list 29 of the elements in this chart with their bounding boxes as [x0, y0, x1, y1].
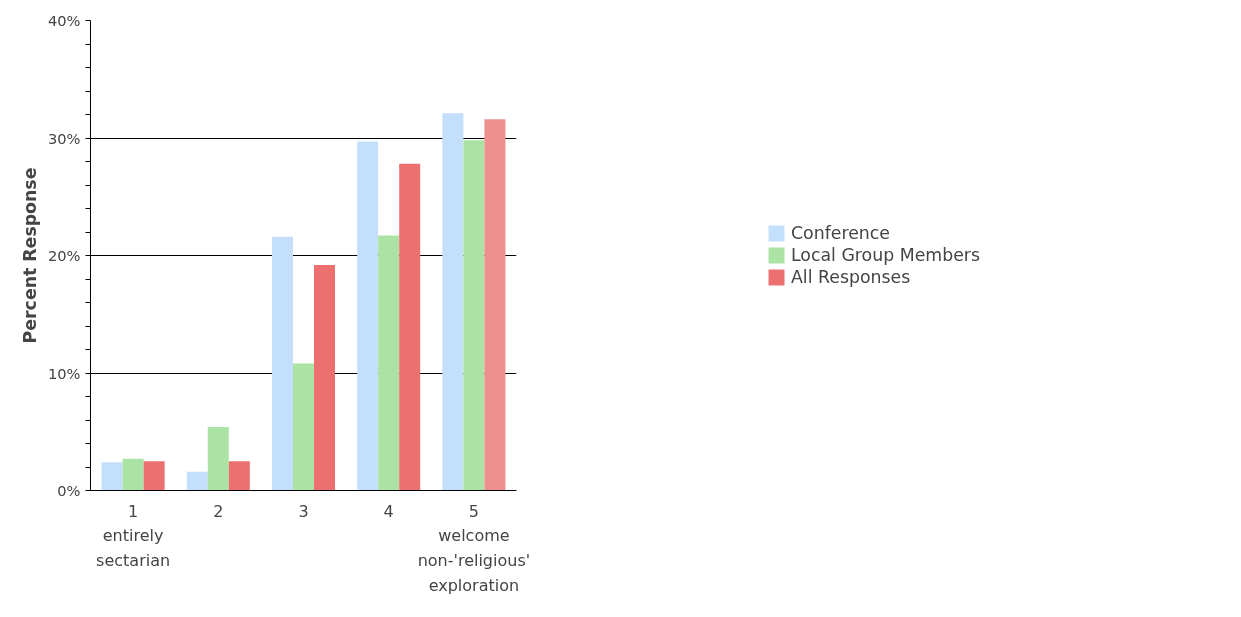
- bar: [228, 461, 250, 491]
- bar: [378, 235, 400, 491]
- bar: [271, 236, 293, 491]
- bar: [207, 427, 229, 491]
- y-tick-label: 20%: [47, 247, 81, 264]
- x-tick-label: 5 welcome non-'religious' exploration: [417, 501, 531, 595]
- bar: [442, 113, 464, 491]
- bar: [101, 462, 123, 491]
- bar: [186, 471, 208, 491]
- y-tick-label: 10%: [47, 364, 81, 382]
- x-tick-label: 1 entirely sectarian: [96, 501, 171, 570]
- x-tick-label: 2: [213, 501, 224, 521]
- y-tick-label: 0%: [57, 482, 81, 499]
- bar: [143, 461, 165, 491]
- x-tick-label: 4: [383, 501, 394, 521]
- y-axis-title: Percent Response: [19, 167, 40, 344]
- bar: [399, 163, 421, 491]
- bar: [357, 141, 379, 491]
- bar: [314, 264, 336, 491]
- y-tick-label: 40%: [47, 12, 81, 29]
- bar: [463, 140, 485, 491]
- bar: [122, 458, 144, 491]
- bar: [484, 119, 506, 491]
- bar: [292, 363, 315, 491]
- legend-label: Local Group Members: [791, 245, 980, 265]
- legend-label: All Responses: [791, 267, 911, 287]
- y-tick-label: 30%: [47, 129, 81, 147]
- x-tick-label: 3: [298, 501, 309, 521]
- legend-label: Conference: [791, 223, 891, 243]
